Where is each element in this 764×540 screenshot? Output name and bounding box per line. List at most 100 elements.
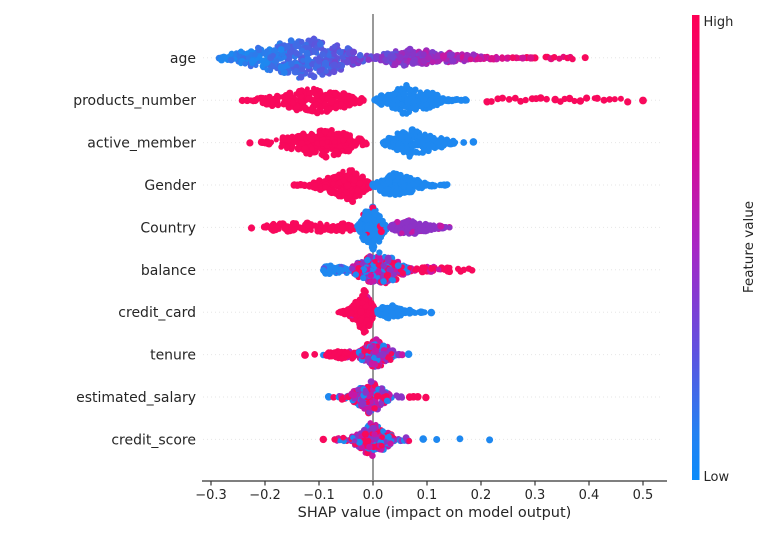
data-point xyxy=(304,56,312,64)
data-point xyxy=(280,94,286,100)
data-point xyxy=(368,391,374,397)
data-point xyxy=(288,60,295,67)
data-point xyxy=(435,58,442,65)
data-point xyxy=(488,55,496,63)
feature-label-credit_score: credit_score xyxy=(111,432,196,448)
data-point xyxy=(284,144,291,150)
data-point xyxy=(415,309,422,315)
data-point xyxy=(259,98,267,106)
data-point xyxy=(389,277,396,284)
data-point xyxy=(365,438,372,444)
data-point xyxy=(269,63,276,70)
data-point xyxy=(338,308,345,315)
data-point xyxy=(420,51,427,58)
data-point xyxy=(347,310,355,317)
x-tick-label: 0.0 xyxy=(363,488,384,503)
feature-labels: age products_number active_member Gender Cou… xyxy=(73,51,196,449)
data-point xyxy=(330,61,339,69)
data-point xyxy=(434,52,442,60)
data-point xyxy=(327,269,334,275)
x-tick-label: 0.2 xyxy=(471,488,492,503)
data-point xyxy=(380,428,386,434)
data-point xyxy=(325,349,332,355)
data-point xyxy=(499,55,506,62)
data-point xyxy=(355,438,363,446)
data-point xyxy=(395,311,401,317)
data-point xyxy=(319,149,326,156)
data-point xyxy=(297,73,305,81)
data-point xyxy=(242,61,248,67)
data-point xyxy=(308,228,314,233)
data-point xyxy=(393,188,400,195)
data-point xyxy=(382,56,388,63)
data-point xyxy=(336,267,343,274)
data-point xyxy=(387,224,394,231)
beeswarm-row-Country xyxy=(247,203,453,253)
data-point xyxy=(301,351,309,359)
data-point xyxy=(340,137,347,144)
data-point xyxy=(425,142,431,148)
data-point xyxy=(411,99,417,105)
data-point xyxy=(403,84,410,90)
data-point xyxy=(435,266,442,273)
beeswarm-row-products_number xyxy=(238,82,647,117)
x-tick-label: 0.3 xyxy=(525,488,546,503)
data-point xyxy=(432,101,439,108)
data-point xyxy=(289,99,296,106)
data-point xyxy=(356,52,364,59)
data-point xyxy=(350,48,358,56)
data-point xyxy=(359,261,365,267)
data-point xyxy=(414,128,420,134)
data-point xyxy=(309,145,315,152)
data-point xyxy=(339,224,347,232)
x-axis: −0.3 −0.2 −0.1 0.0 0.1 0.2 0.3 0.4 0.5 xyxy=(195,480,667,503)
data-point xyxy=(300,130,307,138)
data-point xyxy=(359,187,367,195)
data-point xyxy=(422,132,427,138)
data-point xyxy=(301,182,308,189)
data-point xyxy=(277,220,283,227)
beeswarm-dots xyxy=(215,35,647,460)
data-point xyxy=(355,386,361,393)
data-point xyxy=(467,56,474,63)
beeswarm-row-Gender xyxy=(290,167,451,205)
data-point xyxy=(350,176,358,184)
data-point xyxy=(357,308,365,316)
data-point xyxy=(299,47,306,54)
data-point xyxy=(463,97,470,104)
data-point xyxy=(327,97,335,106)
data-point xyxy=(399,230,405,236)
data-point xyxy=(371,216,377,222)
data-point xyxy=(252,51,258,58)
data-point xyxy=(369,452,376,460)
data-point xyxy=(331,139,338,146)
data-point xyxy=(376,249,383,256)
data-point xyxy=(320,267,327,274)
x-tick-label: 0.4 xyxy=(579,488,600,503)
data-point xyxy=(336,143,343,150)
data-point xyxy=(259,57,267,65)
data-point xyxy=(436,143,442,150)
data-point xyxy=(316,40,324,48)
data-point xyxy=(441,266,448,273)
data-point xyxy=(293,181,301,189)
gridlines xyxy=(203,57,661,440)
data-point xyxy=(321,59,330,68)
data-point xyxy=(343,131,351,139)
data-point xyxy=(333,102,339,109)
data-point xyxy=(576,97,585,105)
data-point xyxy=(424,54,432,61)
data-point xyxy=(423,101,430,108)
data-point xyxy=(371,405,378,412)
data-point xyxy=(418,267,427,276)
data-point xyxy=(511,94,519,102)
data-point xyxy=(401,62,407,69)
data-point xyxy=(357,317,364,324)
data-point xyxy=(317,132,324,138)
data-point xyxy=(409,59,417,67)
data-point xyxy=(417,227,423,234)
data-point xyxy=(581,54,589,62)
data-point xyxy=(346,167,354,175)
data-point xyxy=(381,190,388,197)
data-point xyxy=(371,431,378,438)
